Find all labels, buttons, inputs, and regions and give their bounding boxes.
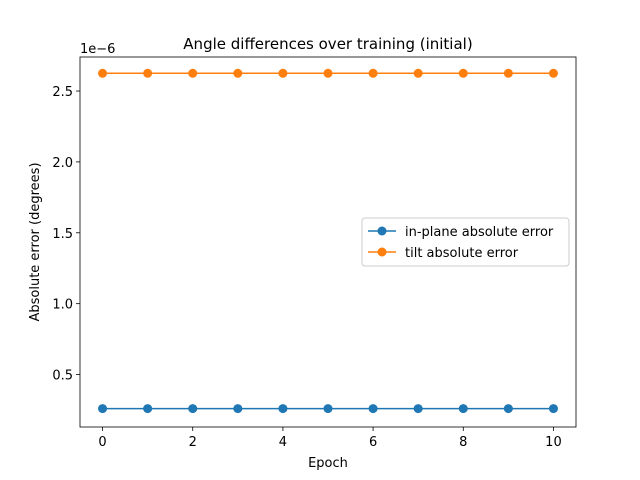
data-point <box>278 68 288 78</box>
data-point <box>413 68 423 78</box>
legend: in-plane absolute error tilt absolute err… <box>361 217 570 267</box>
data-point <box>548 68 558 78</box>
data-point <box>98 404 108 414</box>
data-point <box>323 68 333 78</box>
data-point <box>458 68 468 78</box>
y-tick-label: 2.5 <box>52 85 73 100</box>
data-point <box>548 404 558 414</box>
data-point <box>278 404 288 414</box>
data-point <box>188 68 198 78</box>
data-point <box>413 404 423 414</box>
x-tick-label: 4 <box>279 435 287 450</box>
data-point <box>233 68 243 78</box>
axes-frame <box>79 56 577 428</box>
data-point <box>503 68 513 78</box>
plot-area: 0 2 4 6 8 10 0.5 1.0 1.5 2.0 2.5 <box>52 56 577 450</box>
chart-title: Angle differences over training (initial… <box>183 35 472 53</box>
x-tick-label: 2 <box>189 435 197 450</box>
data-point <box>368 68 378 78</box>
data-point <box>233 404 243 414</box>
x-tick-label: 10 <box>545 435 562 450</box>
legend-marker-0 <box>377 226 387 236</box>
y-tick-label: 1.0 <box>52 298 73 313</box>
y-axis-title: Absolute error (degrees) <box>28 162 43 321</box>
data-point <box>368 404 378 414</box>
y-tick-label: 2.0 <box>52 156 73 171</box>
data-point <box>188 404 198 414</box>
y-tick-label: 0.5 <box>52 369 73 384</box>
y-tick-label: 1.5 <box>52 227 73 242</box>
x-tick-label: 8 <box>459 435 467 450</box>
legend-marker-1 <box>377 247 387 257</box>
legend-label-0: in-plane absolute error <box>405 225 554 240</box>
x-axis-title: Epoch <box>308 456 348 471</box>
data-point <box>143 404 153 414</box>
legend-box <box>361 217 570 267</box>
y-offset-label: 1e−6 <box>80 42 115 57</box>
x-tick-label: 0 <box>98 435 106 450</box>
x-tick-label: 6 <box>369 435 377 450</box>
legend-label-1: tilt absolute error <box>405 246 519 261</box>
data-point <box>323 404 333 414</box>
data-point <box>98 68 108 78</box>
data-point <box>458 404 468 414</box>
data-point <box>503 404 513 414</box>
data-point <box>143 68 153 78</box>
